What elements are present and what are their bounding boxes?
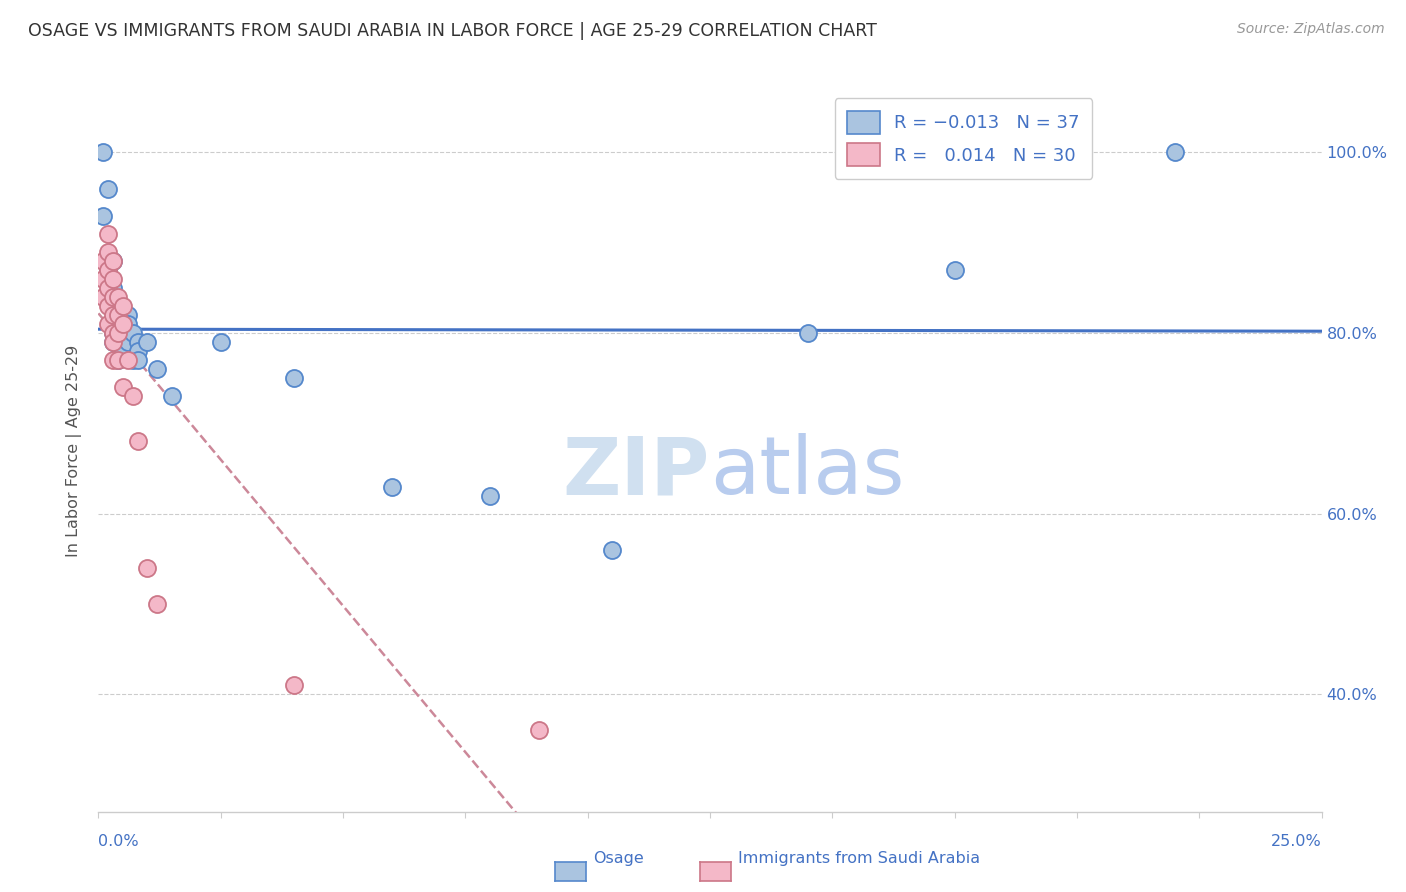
Text: 25.0%: 25.0%	[1271, 834, 1322, 849]
Point	[121, 353, 143, 368]
Point	[111, 308, 134, 322]
Point	[117, 334, 139, 349]
Point	[600, 542, 623, 557]
Point	[107, 326, 129, 340]
Point	[111, 317, 134, 331]
Point	[101, 290, 124, 304]
Text: atlas: atlas	[710, 434, 904, 511]
Point	[107, 353, 129, 368]
Text: 0.0%: 0.0%	[98, 834, 139, 849]
Point	[943, 262, 966, 277]
Point	[136, 561, 159, 575]
Point	[91, 290, 114, 304]
Point	[117, 308, 139, 322]
Point	[146, 597, 169, 611]
Point	[797, 326, 820, 340]
Point	[117, 353, 139, 368]
Point	[97, 262, 120, 277]
Point	[209, 334, 232, 349]
Point	[527, 723, 550, 738]
Point	[101, 326, 124, 340]
Point	[107, 353, 129, 368]
Point	[97, 299, 120, 313]
Point	[97, 227, 120, 241]
Point	[101, 334, 124, 349]
Point	[1164, 145, 1187, 160]
Text: Source: ZipAtlas.com: Source: ZipAtlas.com	[1237, 22, 1385, 37]
Point	[107, 290, 129, 304]
Point	[478, 489, 501, 503]
Point	[146, 362, 169, 376]
Point	[101, 326, 124, 340]
Point	[127, 434, 149, 449]
Point	[107, 334, 129, 349]
Point	[101, 334, 124, 349]
Point	[121, 389, 143, 403]
Point	[101, 281, 124, 295]
Point	[91, 209, 114, 223]
Point	[101, 353, 124, 368]
Point	[111, 299, 134, 313]
Point	[136, 334, 159, 349]
Point	[97, 244, 120, 259]
Point	[101, 299, 124, 313]
Point	[101, 253, 124, 268]
Point	[97, 181, 120, 195]
Point	[283, 371, 305, 385]
Text: Immigrants from Saudi Arabia: Immigrants from Saudi Arabia	[738, 852, 980, 866]
Point	[91, 145, 114, 160]
Text: ZIP: ZIP	[562, 434, 710, 511]
Point	[121, 326, 143, 340]
Point	[97, 262, 120, 277]
Point	[107, 326, 129, 340]
Point	[111, 344, 134, 359]
Text: Osage: Osage	[593, 852, 644, 866]
Point	[127, 353, 149, 368]
Point	[160, 389, 183, 403]
Point	[111, 326, 134, 340]
Text: OSAGE VS IMMIGRANTS FROM SAUDI ARABIA IN LABOR FORCE | AGE 25-29 CORRELATION CHA: OSAGE VS IMMIGRANTS FROM SAUDI ARABIA IN…	[28, 22, 877, 40]
Point	[283, 678, 305, 692]
Point	[91, 272, 114, 286]
Point	[101, 253, 124, 268]
Point	[97, 317, 120, 331]
Point	[127, 344, 149, 359]
Point	[111, 380, 134, 394]
Point	[107, 308, 129, 322]
Point	[97, 281, 120, 295]
Point	[111, 334, 134, 349]
Point	[91, 253, 114, 268]
Legend: R = −0.013   N = 37, R =   0.014   N = 30: R = −0.013 N = 37, R = 0.014 N = 30	[835, 98, 1092, 179]
Y-axis label: In Labor Force | Age 25-29: In Labor Force | Age 25-29	[66, 344, 83, 557]
Point	[97, 290, 120, 304]
Point	[117, 317, 139, 331]
Point	[101, 308, 124, 322]
Point	[381, 480, 404, 494]
Point	[127, 334, 149, 349]
Point	[107, 308, 129, 322]
Point	[101, 272, 124, 286]
